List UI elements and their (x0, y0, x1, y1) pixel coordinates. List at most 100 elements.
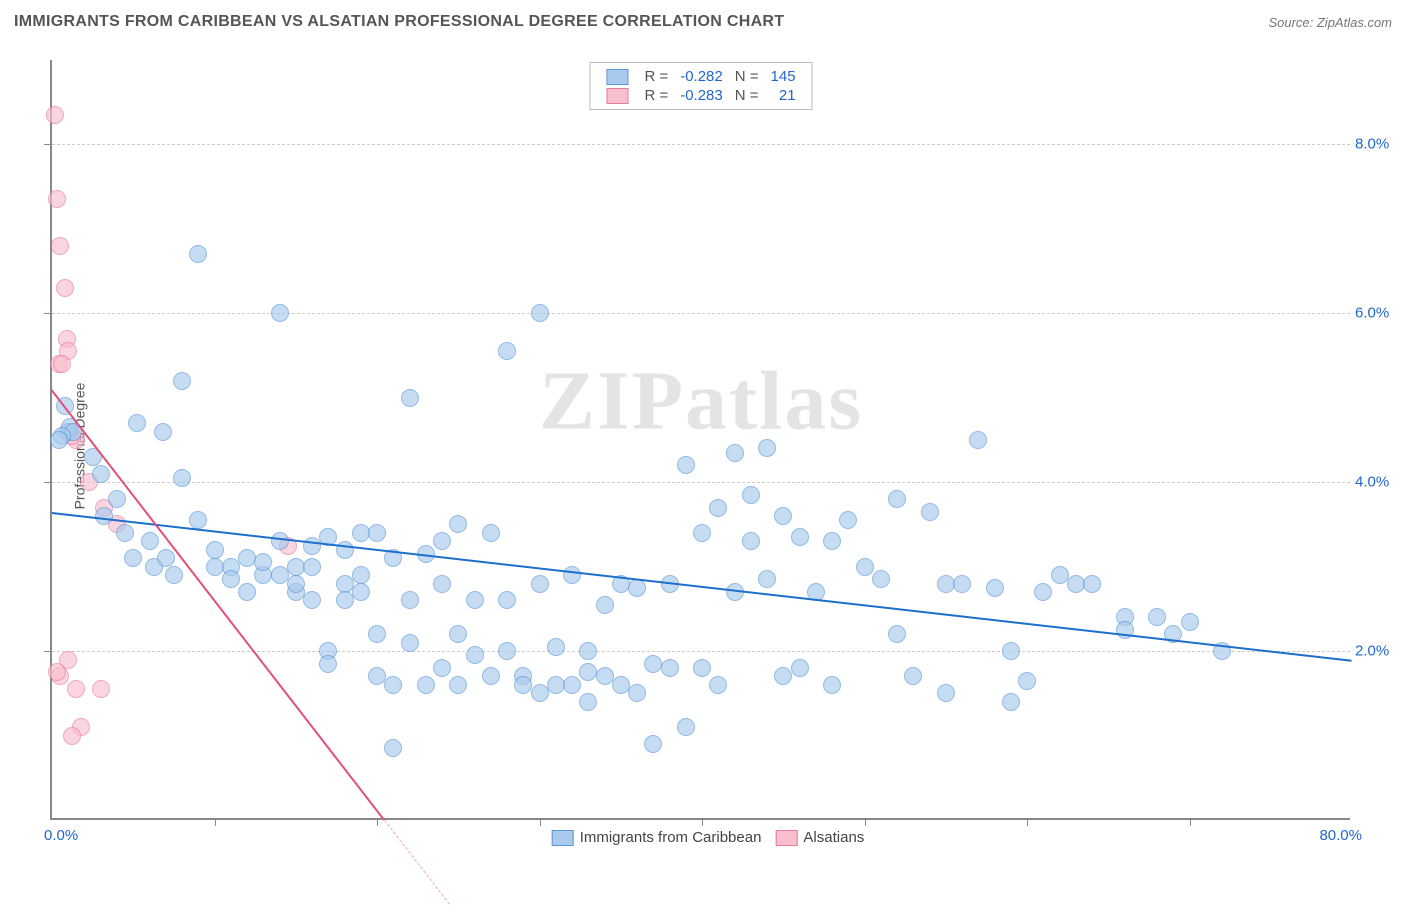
scatter-point (189, 511, 207, 529)
scatter-point (352, 583, 370, 601)
scatter-point (401, 634, 419, 652)
source-label: Source: ZipAtlas.com (1268, 15, 1392, 30)
legend-correlation: R =-0.282N =145R =-0.283N =21 (589, 62, 812, 110)
scatter-point (319, 655, 337, 673)
scatter-point (709, 676, 727, 694)
scatter-point (1148, 608, 1166, 626)
gridline (52, 313, 1350, 314)
scatter-point (222, 570, 240, 588)
scatter-point (466, 591, 484, 609)
scatter-point (128, 414, 146, 432)
scatter-point (336, 591, 354, 609)
scatter-point (774, 507, 792, 525)
page-title: IMMIGRANTS FROM CARIBBEAN VS ALSATIAN PR… (14, 13, 784, 31)
scatter-point (303, 537, 321, 555)
scatter-point (46, 106, 64, 124)
scatter-point (95, 507, 113, 525)
scatter-point (189, 245, 207, 263)
scatter-point (531, 304, 549, 322)
scatter-point (482, 667, 500, 685)
scatter-point (969, 431, 987, 449)
scatter-point (856, 558, 874, 576)
scatter-point (50, 431, 68, 449)
x-axis-max: 80.0% (1319, 827, 1362, 844)
scatter-point (758, 570, 776, 588)
scatter-point (693, 659, 711, 677)
scatter-point (693, 524, 711, 542)
scatter-point (644, 735, 662, 753)
scatter-point (791, 659, 809, 677)
scatter-point (271, 532, 289, 550)
scatter-point (368, 625, 386, 643)
scatter-point (141, 532, 159, 550)
scatter-point (51, 237, 69, 255)
scatter-point (173, 372, 191, 390)
scatter-point (888, 490, 906, 508)
scatter-point (742, 532, 760, 550)
scatter-point (368, 667, 386, 685)
y-tick-label: 4.0% (1355, 474, 1405, 491)
x-axis-min: 0.0% (44, 827, 78, 844)
scatter-point (482, 524, 500, 542)
scatter-point (888, 625, 906, 643)
scatter-point (48, 663, 66, 681)
scatter-point (287, 575, 305, 593)
scatter-point (449, 676, 467, 694)
y-tick-label: 2.0% (1355, 643, 1405, 660)
scatter-point (498, 591, 516, 609)
scatter-point (563, 566, 581, 584)
scatter-point (157, 549, 175, 567)
scatter-point (336, 541, 354, 559)
scatter-point (417, 676, 435, 694)
y-tick-label: 6.0% (1355, 305, 1405, 322)
scatter-point (449, 625, 467, 643)
scatter-point (271, 304, 289, 322)
scatter-point (596, 667, 614, 685)
scatter-point (872, 570, 890, 588)
scatter-point (1051, 566, 1069, 584)
scatter-point (1083, 575, 1101, 593)
scatter-point (116, 524, 134, 542)
scatter-point (628, 684, 646, 702)
gridline (52, 144, 1350, 145)
scatter-point (1018, 672, 1036, 690)
scatter-point (514, 676, 532, 694)
scatter-point (547, 638, 565, 656)
scatter-point (1002, 642, 1020, 660)
scatter-point (628, 579, 646, 597)
scatter-point (173, 469, 191, 487)
scatter-point (774, 667, 792, 685)
scatter-point (254, 553, 272, 571)
scatter-point (823, 532, 841, 550)
legend-item-label: Immigrants from Caribbean (580, 829, 762, 846)
scatter-point (904, 667, 922, 685)
scatter-point (531, 575, 549, 593)
scatter-point (165, 566, 183, 584)
scatter-point (92, 465, 110, 483)
watermark-text: ZIPatlas (539, 353, 863, 450)
scatter-point (449, 515, 467, 533)
scatter-point (1181, 613, 1199, 631)
scatter-point (742, 486, 760, 504)
scatter-point (563, 676, 581, 694)
scatter-point (953, 575, 971, 593)
scatter-point (661, 659, 679, 677)
scatter-point (644, 655, 662, 673)
scatter-point (238, 549, 256, 567)
scatter-point (921, 503, 939, 521)
scatter-point (352, 566, 370, 584)
scatter-point (48, 190, 66, 208)
scatter-point (124, 549, 142, 567)
scatter-point (56, 279, 74, 297)
scatter-point (677, 456, 695, 474)
scatter-point (1034, 583, 1052, 601)
trend-line (50, 389, 385, 821)
scatter-point (758, 439, 776, 457)
scatter-chart: ZIPatlas R =-0.282N =145R =-0.283N =21 I… (50, 60, 1350, 820)
scatter-point (368, 524, 386, 542)
scatter-point (531, 684, 549, 702)
scatter-point (401, 389, 419, 407)
legend-item-label: Alsatians (803, 829, 864, 846)
scatter-point (579, 642, 597, 660)
scatter-point (154, 423, 172, 441)
